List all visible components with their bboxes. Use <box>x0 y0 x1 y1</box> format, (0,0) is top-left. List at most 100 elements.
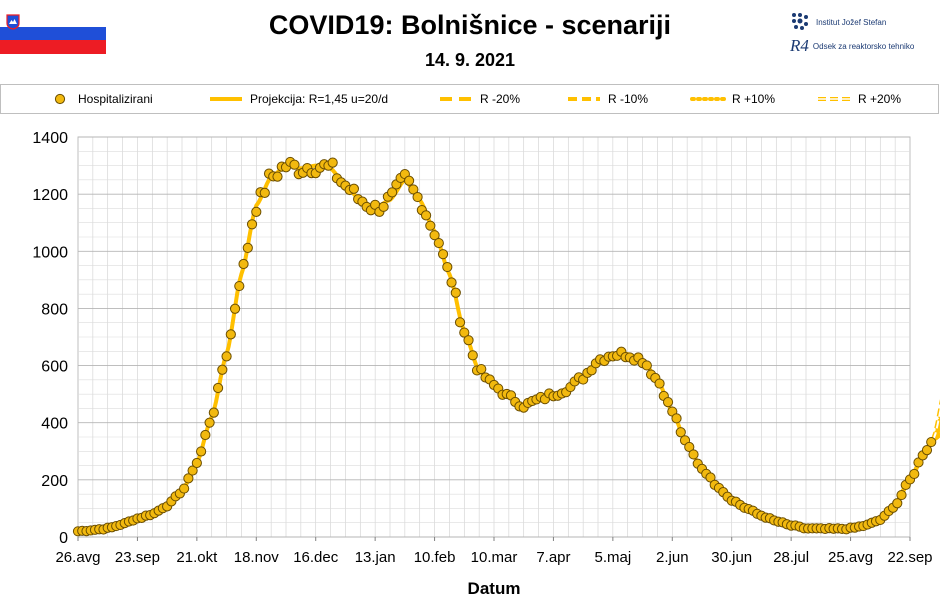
slovenia-flag <box>0 14 106 54</box>
series-line-r-plus10 <box>931 410 940 442</box>
data-point-hospitalized <box>454 317 466 328</box>
x-tick-label: 18.nov <box>234 549 280 566</box>
x-tick-label: 16.dec <box>293 549 339 566</box>
data-point-hospitalized <box>408 184 419 195</box>
legend-r-minus10-label: R -10% <box>608 92 648 106</box>
series-line-r-plus20-inner <box>932 406 940 441</box>
data-point-hospitalized <box>238 258 249 270</box>
ijs-dots-icon <box>792 13 808 30</box>
data-point-hospitalized <box>467 350 478 361</box>
x-axis-title: Datum <box>468 579 521 598</box>
data-point-hospitalized <box>327 157 338 168</box>
data-point-hospitalized <box>204 417 215 428</box>
data-point-hospitalized <box>688 449 699 460</box>
y-tick-label: 400 <box>41 416 68 433</box>
x-tick-label: 2.jun <box>656 549 689 566</box>
data-point-hospitalized <box>217 364 228 375</box>
data-point-hospitalized <box>272 171 283 182</box>
data-point-hospitalized <box>437 249 449 260</box>
x-tick-label: 28.jul <box>773 549 809 566</box>
legend-r-plus10-label: R +10% <box>732 92 775 106</box>
data-point-hospitalized <box>187 465 198 476</box>
r4-logo-text: Odsek za reaktorsko tehniko <box>812 41 915 51</box>
x-tick-label: 13.jan <box>355 549 396 566</box>
x-tick-label: 25.avg <box>828 549 873 566</box>
data-point-hospitalized <box>420 210 432 221</box>
r4-logo-mark: R4 <box>790 36 809 55</box>
y-tick-label: 600 <box>41 359 68 376</box>
series-line-r-plus20 <box>930 399 940 441</box>
data-point-hospitalized <box>212 382 224 394</box>
data-point-hospitalized <box>654 378 665 389</box>
data-point-hospitalized <box>675 427 686 438</box>
data-point-hospitalized <box>221 351 232 362</box>
x-tick-label: 30.jun <box>711 549 752 566</box>
data-point-hospitalized <box>662 397 674 408</box>
series-line-r-minus20 <box>932 432 940 442</box>
data-point-hospitalized <box>348 183 360 194</box>
legend-r-minus20-label: R -20% <box>480 92 520 106</box>
x-tick-label: 10.mar <box>471 549 518 566</box>
chart-title: COVID19: Bolnišnice - scenariji <box>268 10 672 40</box>
legend-r-plus20-label: R +20% <box>858 92 901 106</box>
data-point-hospitalized <box>246 219 258 230</box>
data-point-hospitalized <box>892 498 903 509</box>
x-tick-label: 10.feb <box>414 549 456 566</box>
data-point-hospitalized <box>429 230 440 241</box>
institute-logos: Institut Jožef Stefan R4 Odsek za reakto… <box>790 10 935 70</box>
legend-marker-hospitalized <box>54 93 66 105</box>
data-point-hospitalized <box>446 277 457 288</box>
data-point-hospitalized <box>641 360 652 371</box>
data-point-hospitalized <box>208 407 219 418</box>
legend <box>0 84 939 114</box>
x-tick-label: 23.sep <box>115 549 160 566</box>
data-point-hospitalized <box>191 457 202 469</box>
data-point-hospitalized <box>476 363 487 375</box>
flag-coat-of-arms-icon <box>6 14 20 30</box>
data-point-hospitalized <box>442 261 453 273</box>
y-tick-label: 1200 <box>32 187 68 204</box>
legend-hospitalized-label: Hospitalizirani <box>78 92 153 106</box>
data-point-hospitalized <box>183 473 194 484</box>
x-tick-label: 26.avg <box>55 549 100 566</box>
data-point-hospitalized <box>251 206 262 217</box>
chart-date: 14. 9. 2021 <box>424 50 516 70</box>
y-tick-label: 0 <box>59 530 68 547</box>
data-point-hospitalized <box>909 468 920 480</box>
data-point-hospitalized <box>684 441 695 453</box>
data-point-hospitalized <box>896 489 907 501</box>
data-point-hospitalized <box>921 445 933 456</box>
r4-logo: R4 Odsek za reaktorsko tehniko <box>790 34 935 58</box>
data-point-hospitalized <box>459 327 470 338</box>
y-tick-label: 800 <box>41 301 68 318</box>
data-point-hospitalized <box>378 201 389 212</box>
data-point-hospitalized <box>289 159 300 170</box>
ijs-logo-text: Institut Jožef Stefan <box>816 17 887 27</box>
data-point-hospitalized <box>412 191 423 203</box>
data-point-hospitalized <box>179 483 190 494</box>
data-point-hospitalized <box>259 187 270 198</box>
data-point-hospitalized <box>404 175 415 186</box>
data-point-hospitalized <box>196 446 207 457</box>
data-point-hospitalized <box>463 335 474 346</box>
x-tick-label: 5.maj <box>595 549 632 566</box>
data-point-hospitalized <box>229 303 241 314</box>
data-point-hospitalized <box>450 287 461 298</box>
data-point-hospitalized <box>425 220 436 231</box>
legend-projection-label: Projekcija: R=1,45 u=20/d <box>250 92 388 106</box>
ijs-logo: Institut Jožef Stefan <box>790 10 935 34</box>
x-tick-label: 7.apr <box>536 549 570 566</box>
y-tick-label: 1400 <box>32 130 68 147</box>
data-point-hospitalized <box>387 187 398 198</box>
x-tick-label: 21.okt <box>176 549 218 566</box>
x-tick-label: 22.sep <box>887 549 932 566</box>
y-tick-label: 200 <box>41 473 68 490</box>
data-point-hospitalized <box>671 413 682 424</box>
data-point-hospitalized <box>242 242 253 253</box>
data-point-hospitalized <box>433 237 444 249</box>
data-point-hospitalized <box>926 436 937 448</box>
data-point-hospitalized <box>234 280 245 292</box>
data-point-hospitalized <box>200 429 211 441</box>
data-point-hospitalized <box>225 329 236 340</box>
